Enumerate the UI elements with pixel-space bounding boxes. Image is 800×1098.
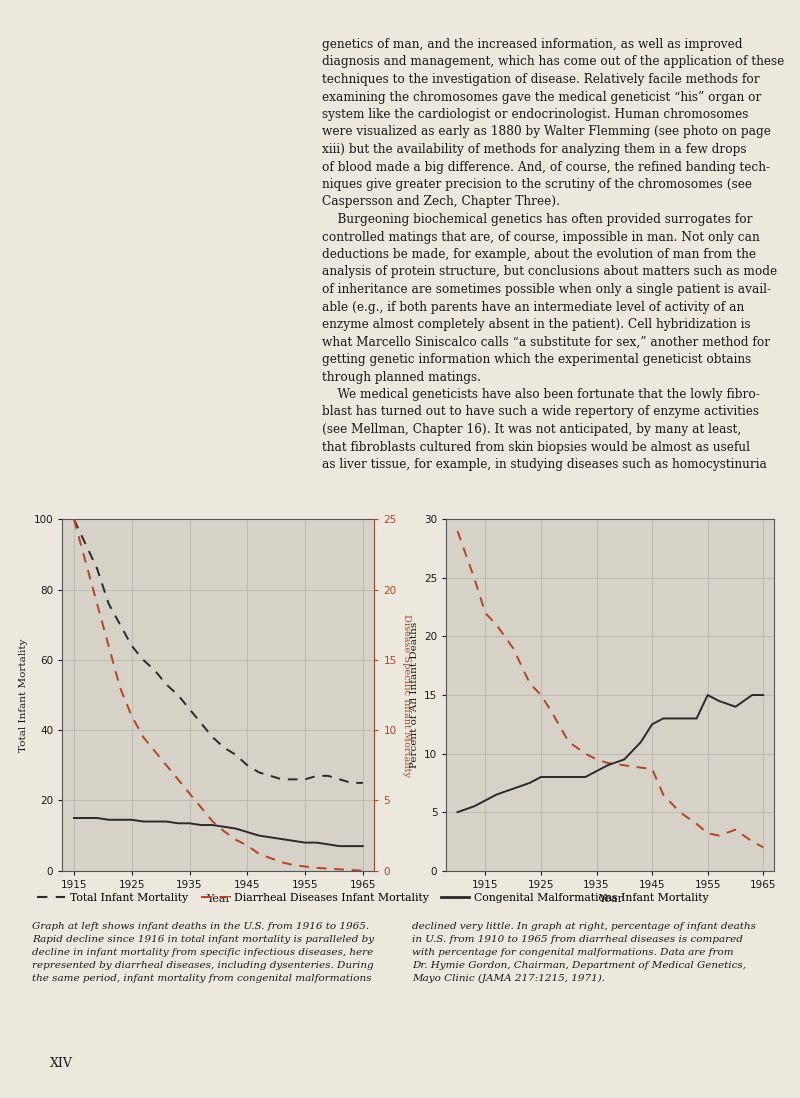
Text: analysis of protein structure, but conclusions about matters such as mode: analysis of protein structure, but concl…	[322, 266, 777, 279]
Text: were visualized as early as 1880 by Walter Flemming (see photo on page: were visualized as early as 1880 by Walt…	[322, 125, 771, 138]
Text: of inheritance are sometimes possible when only a single patient is avail-: of inheritance are sometimes possible wh…	[322, 283, 771, 296]
Text: techniques to the investigation of disease. Relatively facile methods for: techniques to the investigation of disea…	[322, 72, 760, 86]
Text: deductions be made, for example, about the evolution of man from the: deductions be made, for example, about t…	[322, 248, 756, 261]
Text: blast has turned out to have such a wide repertory of enzyme activities: blast has turned out to have such a wide…	[322, 405, 759, 418]
Text: system like the cardiologist or endocrinologist. Human chromosomes: system like the cardiologist or endocrin…	[322, 108, 748, 121]
Text: (see Mellman, Chapter 16). It was not anticipated, by many at least,: (see Mellman, Chapter 16). It was not an…	[322, 423, 742, 436]
Y-axis label: Disease Specific Infant Mortality: Disease Specific Infant Mortality	[402, 614, 410, 776]
Y-axis label: Percent of All Infant Deaths: Percent of All Infant Deaths	[410, 621, 418, 769]
Text: Graph at left shows infant deaths in the U.S. from 1916 to 1965.
Rapid decline s: Graph at left shows infant deaths in the…	[32, 922, 374, 983]
Text: genetics of man, and the increased information, as well as improved: genetics of man, and the increased infor…	[322, 38, 742, 51]
Text: what Marcello Siniscalco calls “a substitute for sex,” another method for: what Marcello Siniscalco calls “a substi…	[322, 336, 770, 348]
Text: able (e.g., if both parents have an intermediate level of activity of an: able (e.g., if both parents have an inte…	[322, 301, 744, 314]
X-axis label: Year: Year	[598, 894, 623, 904]
Text: controlled matings that are, of course, impossible in man. Not only can: controlled matings that are, of course, …	[322, 231, 760, 244]
Text: as liver tissue, for example, in studying diseases such as homocystinuria: as liver tissue, for example, in studyin…	[322, 458, 767, 471]
Text: examining the chromosomes gave the medical geneticist “his” organ or: examining the chromosomes gave the medic…	[322, 90, 762, 103]
Legend: Total Infant Mortality, Diarrheal Diseases Infant Mortality, Congenital Malforma: Total Infant Mortality, Diarrheal Diseas…	[38, 893, 709, 904]
Text: diagnosis and management, which has come out of the application of these: diagnosis and management, which has come…	[322, 56, 784, 68]
Y-axis label: Total Infant Mortality: Total Infant Mortality	[19, 638, 28, 752]
Text: Burgeoning biochemical genetics has often provided surrogates for: Burgeoning biochemical genetics has ofte…	[322, 213, 753, 226]
Text: getting genetic information which the experimental geneticist obtains: getting genetic information which the ex…	[322, 352, 751, 366]
Text: Caspersson and Zech, Chapter Three).: Caspersson and Zech, Chapter Three).	[322, 195, 560, 209]
Text: XIV: XIV	[50, 1057, 73, 1069]
X-axis label: Year: Year	[206, 894, 231, 904]
Text: declined very little. In graph at right, percentage of infant deaths
in U.S. fro: declined very little. In graph at right,…	[412, 922, 756, 983]
Text: enzyme almost completely absent in the patient). Cell hybridization is: enzyme almost completely absent in the p…	[322, 318, 750, 330]
Text: xiii) but the availability of methods for analyzing them in a few drops: xiii) but the availability of methods fo…	[322, 143, 746, 156]
Text: through planned matings.: through planned matings.	[322, 370, 481, 383]
Text: of blood made a big difference. And, of course, the refined banding tech-: of blood made a big difference. And, of …	[322, 160, 770, 173]
Text: niques give greater precision to the scrutiny of the chromosomes (see: niques give greater precision to the scr…	[322, 178, 752, 191]
Text: We medical geneticists have also been fortunate that the lowly fibro-: We medical geneticists have also been fo…	[322, 388, 760, 401]
Text: that fibroblasts cultured from skin biopsies would be almost as useful: that fibroblasts cultured from skin biop…	[322, 440, 750, 453]
